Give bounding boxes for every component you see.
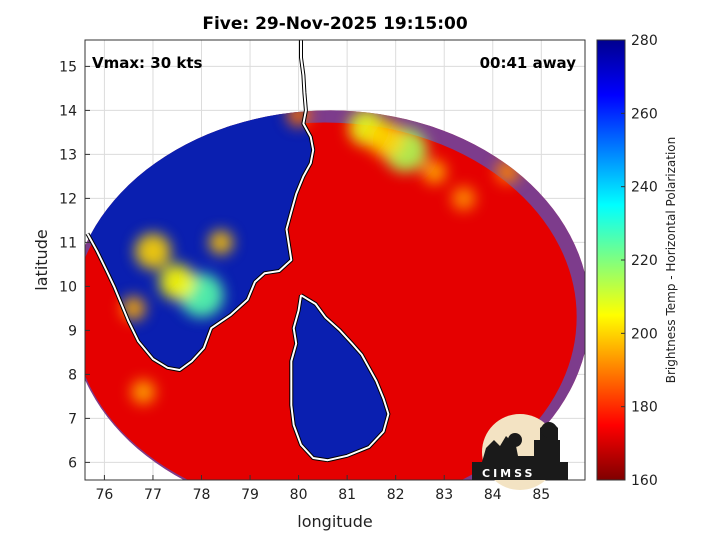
- plot-frame: [84, 39, 586, 481]
- colorbar-tick-label: 160: [631, 473, 658, 489]
- y-tick-label: 15: [59, 59, 77, 75]
- y-tick-label: 11: [59, 235, 77, 251]
- convective-cell: [451, 186, 476, 211]
- x-tick-label: 81: [338, 487, 356, 503]
- convective-cell: [208, 230, 233, 255]
- colorbar-tick-label: 240: [631, 180, 658, 196]
- x-tick-label: 83: [435, 487, 453, 503]
- vmax-label: Vmax: 30 kts: [92, 54, 202, 72]
- y-tick-label: 6: [68, 455, 77, 471]
- logo-dish: [508, 433, 522, 447]
- colorbar-label: Brightness Temp - Horizontal Polarizatio…: [664, 137, 678, 384]
- y-tick-label: 12: [59, 191, 77, 207]
- colorbar: 160 180 200 220 240 260 280 Brightness Temp - …: [596, 33, 678, 489]
- colorbar-tick-label: 280: [631, 33, 658, 49]
- colorbar-tick-label: 180: [631, 400, 658, 416]
- coastline-sri-lanka: [290, 294, 390, 462]
- convective-cell: [134, 233, 171, 270]
- convective-cell: [131, 380, 156, 404]
- y-tick-label: 9: [68, 323, 77, 339]
- y-ticks: 6 7 8 9 10 11 12 13 14 15: [59, 59, 90, 471]
- x-tick-label: 77: [144, 487, 162, 503]
- x-tick-label: 85: [532, 487, 550, 503]
- logo-text: CIMSS: [482, 467, 535, 480]
- time-away-label: 00:41 away: [480, 54, 577, 72]
- x-tick-label: 84: [484, 487, 502, 503]
- convective-cell: [367, 121, 404, 157]
- y-tick-label: 13: [59, 147, 77, 163]
- colorbar-gradient: [596, 39, 626, 481]
- x-tick-label: 76: [96, 487, 114, 503]
- x-axis-label: longitude: [297, 512, 372, 531]
- coastline-india: [86, 40, 315, 371]
- y-tick-label: 8: [68, 367, 77, 383]
- x-tick-label: 79: [241, 487, 259, 503]
- colorbar-ticks: 160 180 200 220 240 260 280: [621, 33, 658, 489]
- cimss-logo: CIMSS: [472, 414, 568, 490]
- logo-tower-tank: [541, 422, 557, 438]
- logo-silhouette: [472, 424, 568, 480]
- y-tick-label: 10: [59, 279, 77, 295]
- chart-title: Five: 29-Nov-2025 19:15:00: [202, 14, 467, 34]
- x-ticks: 76 77 78 79 80 81 82 83 84 85: [96, 475, 550, 503]
- y-tick-label: 7: [68, 411, 77, 427]
- x-tick-label: 82: [387, 487, 405, 503]
- y-tick-label: 14: [59, 103, 77, 119]
- convective-cell: [159, 264, 196, 300]
- convective-cell: [422, 160, 447, 184]
- x-tick-label: 80: [290, 487, 308, 503]
- y-axis-label: latitude: [32, 229, 51, 290]
- x-tick-label: 78: [193, 487, 211, 503]
- colorbar-tick-label: 200: [631, 326, 658, 342]
- coastlines: [85, 40, 391, 463]
- colorbar-tick-label: 260: [631, 106, 658, 122]
- colorbar-tick-label: 220: [631, 253, 658, 269]
- land-sri-lanka: [291, 295, 389, 461]
